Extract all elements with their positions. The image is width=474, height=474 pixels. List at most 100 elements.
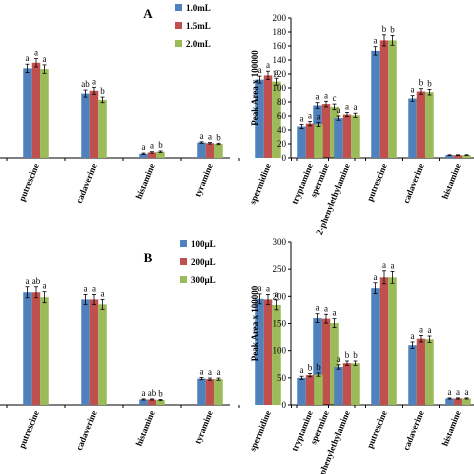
- significance-label: ab: [148, 388, 157, 398]
- bar: [272, 304, 281, 405]
- bar: [23, 68, 32, 158]
- significance-label: a: [258, 65, 262, 75]
- bar: [31, 62, 41, 158]
- bar: [445, 155, 454, 158]
- y-tick-label: 80: [277, 97, 287, 107]
- bar: [416, 91, 426, 158]
- significance-label: a: [316, 303, 320, 313]
- bar: [453, 398, 463, 405]
- significance-label: a: [382, 260, 386, 270]
- significance-label: a: [419, 324, 423, 334]
- y-tick-label: 100: [273, 83, 287, 93]
- significance-label: a: [448, 387, 452, 397]
- y-tick-label: 300: [273, 237, 287, 247]
- bar: [23, 292, 32, 405]
- bar: [81, 93, 90, 158]
- significance-label: a: [411, 85, 415, 95]
- bar: [255, 79, 264, 158]
- category-label: cadaverine: [401, 409, 426, 452]
- bar: [263, 299, 273, 405]
- significance-label: a: [275, 289, 279, 299]
- bar: [334, 366, 343, 405]
- significance-label: ab: [81, 79, 90, 89]
- significance-label: a: [43, 54, 47, 64]
- bar: [205, 143, 215, 158]
- category-label: putrescine: [17, 162, 41, 203]
- bar: [321, 318, 331, 405]
- category-label: tyramine: [192, 409, 214, 445]
- bar: [197, 378, 206, 405]
- significance-label: a: [150, 141, 154, 151]
- bar: [214, 144, 223, 158]
- significance-label: b: [353, 350, 358, 360]
- bar: [305, 375, 315, 405]
- significance-label: a: [101, 288, 105, 298]
- bar: [416, 338, 426, 405]
- bar: [313, 318, 322, 405]
- significance-label: a: [324, 303, 328, 313]
- category-label: putrescine: [365, 162, 389, 203]
- legend-a-swatch-2: [175, 22, 182, 29]
- bar: [462, 155, 471, 158]
- significance-label: a: [428, 325, 432, 335]
- significance-label: a: [354, 102, 358, 112]
- bar: [255, 298, 264, 405]
- y-tick-label: 140: [273, 55, 287, 65]
- bar: [453, 155, 463, 158]
- significance-label: b: [158, 140, 163, 150]
- bar: [31, 292, 41, 405]
- significance-label: a: [258, 283, 262, 293]
- significance-label: a: [92, 283, 96, 293]
- significance-label: a: [142, 142, 146, 152]
- bar: [425, 339, 434, 405]
- significance-label: a: [266, 283, 270, 293]
- bar: [40, 297, 49, 405]
- bar: [314, 374, 323, 405]
- bar: [156, 400, 165, 405]
- bar: [156, 151, 165, 158]
- category-label: histamine: [440, 162, 463, 201]
- significance-label: a: [324, 90, 328, 100]
- significance-label: a: [337, 354, 341, 364]
- bar: [334, 118, 343, 158]
- category-label: tyramine: [192, 162, 214, 198]
- bar: [371, 50, 380, 158]
- y-tick-label: 180: [273, 27, 287, 37]
- category-label: tryptamine: [289, 162, 314, 206]
- bar: [425, 92, 434, 158]
- bar: [408, 345, 417, 405]
- significance-label: a: [26, 276, 30, 286]
- bar: [272, 81, 281, 158]
- bar: [89, 299, 99, 405]
- significance-label: b: [382, 24, 387, 34]
- bar: [305, 123, 315, 158]
- category-label: histamine: [134, 409, 157, 448]
- category-label: putrescine: [365, 409, 389, 450]
- category-label: spermidine: [247, 162, 272, 206]
- significance-label: b: [427, 78, 432, 88]
- legend-a-swatch-3: [175, 40, 182, 47]
- bar: [205, 379, 215, 405]
- significance-label: ab: [32, 276, 41, 286]
- y-tick-label: 100: [273, 346, 287, 356]
- bar: [342, 363, 352, 405]
- legend-b-label-2: 200µL: [191, 257, 216, 267]
- bar: [388, 277, 397, 405]
- legend-b-swatch-2: [180, 258, 187, 265]
- panel-label-b: B: [144, 250, 153, 265]
- significance-label: a: [333, 308, 337, 318]
- legend-a-swatch-1: [175, 4, 182, 11]
- bar: [297, 377, 306, 405]
- significance-label: b: [100, 86, 105, 96]
- y-tick-label: 200: [273, 13, 287, 23]
- bar: [89, 90, 99, 158]
- bar: [314, 124, 323, 158]
- category-label: cadaverine: [74, 162, 99, 205]
- significance-label: a: [465, 387, 469, 397]
- bar: [379, 277, 389, 405]
- legend-a-label-2: 1.5mL: [186, 21, 211, 31]
- significance-label: a: [456, 387, 460, 397]
- significance-label: b: [345, 350, 350, 360]
- bar: [147, 399, 157, 405]
